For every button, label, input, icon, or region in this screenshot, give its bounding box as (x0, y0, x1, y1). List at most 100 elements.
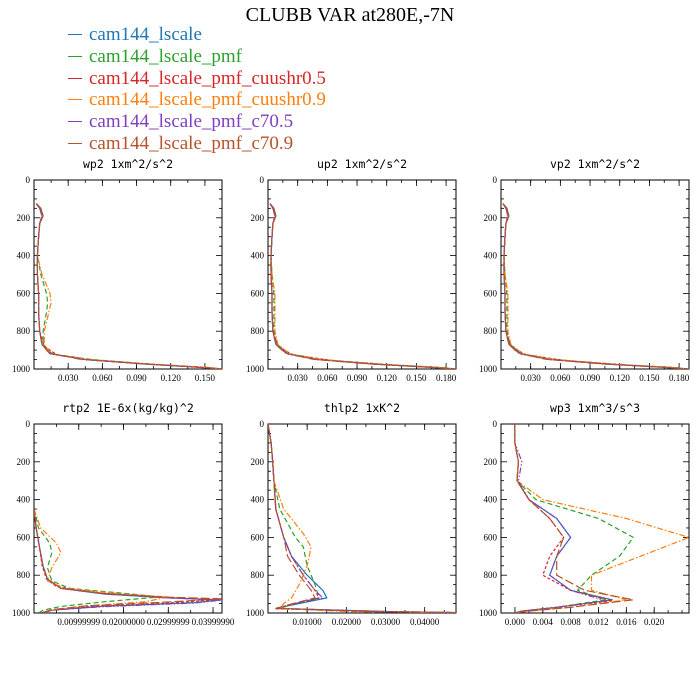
series-line (514, 424, 634, 613)
x-tick-label: 0.090 (126, 373, 147, 383)
y-tick-label: 800 (17, 570, 31, 580)
x-tick-label: 0.02000 (332, 617, 362, 627)
y-tick-label: 0 (260, 419, 265, 429)
y-tick-label: 600 (17, 532, 31, 542)
y-tick-label: 800 (484, 570, 498, 580)
series-line (34, 509, 214, 613)
y-tick-label: 200 (17, 457, 31, 467)
chart-panel: thlp2 1xK^2 0 200 400 600 800 1000 0.01000 0.020… (246, 401, 457, 627)
series-group (269, 203, 456, 369)
plot-frame (500, 423, 690, 614)
x-tick-label: 0.04000 (410, 617, 440, 627)
series-line (269, 203, 456, 369)
series-line (35, 203, 222, 369)
x-tick-label: 0.060 (92, 373, 113, 383)
series-line (502, 203, 689, 369)
series-line (34, 509, 222, 613)
y-tick-label: 600 (484, 288, 498, 298)
x-tick-label: 0.008 (561, 617, 582, 627)
x-tick-label: 0.180 (436, 373, 457, 383)
chart-panel: vp2 1xm^2/s^2 0 200 400 600 800 1000 0.030 0.060… (479, 157, 690, 383)
series-line (34, 508, 160, 613)
legend-label: cam144_lscale_pmf_cuushr0.9 (89, 89, 326, 111)
series-line (35, 203, 222, 369)
y-tick-label: 1000 (12, 608, 31, 618)
y-tick-label: 200 (251, 213, 265, 223)
series-group (268, 424, 456, 613)
y-tick-label: 400 (484, 495, 498, 505)
y-tick-label: 400 (251, 495, 265, 505)
legend-item: cam144_lscale_pmf_c70.9 (68, 132, 326, 154)
x-tick-label: 0.004 (533, 617, 554, 627)
series-line (35, 203, 222, 369)
panel-title: thlp2 1xK^2 (324, 401, 400, 415)
x-tick-label: 0.016 (616, 617, 637, 627)
y-tick-label: 800 (484, 326, 498, 336)
y-tick-label: 200 (251, 457, 265, 467)
y-tick-label: 0 (493, 175, 498, 185)
chart-panel: wp2 1xm^2/s^2 0 200 400 600 800 1000 0.030 0.060… (12, 157, 223, 383)
y-tick-label: 600 (251, 288, 265, 298)
y-tick-label: 800 (17, 326, 31, 336)
series-line (502, 203, 689, 369)
series-line (269, 203, 456, 369)
y-tick-label: 200 (484, 457, 498, 467)
legend-swatch (68, 56, 82, 58)
y-tick-label: 0 (260, 175, 265, 185)
x-tick-label: 0.060 (317, 373, 338, 383)
x-tick-label: 0.060 (550, 373, 571, 383)
x-tick-label: 0.120 (610, 373, 631, 383)
y-tick-label: 1000 (479, 608, 498, 618)
figure-title: CLUBB VAR at280E,-7N (245, 4, 455, 26)
series-line (502, 203, 689, 369)
legend-label: cam144_lscale_pmf (89, 46, 243, 68)
panel-title: up2 1xm^2/s^2 (317, 157, 407, 171)
y-tick-label: 1000 (479, 364, 498, 374)
legend-label: cam144_lscale_pmf_c70.5 (89, 111, 294, 133)
legend-swatch (68, 121, 82, 123)
panel-title: rtp2 1E-6x(kg/kg)^2 (62, 401, 194, 415)
y-tick-label: 400 (17, 495, 31, 505)
x-tick-label: 0.020 (644, 617, 665, 627)
series-group (514, 424, 689, 613)
series-line (514, 424, 634, 613)
y-tick-label: 800 (251, 326, 265, 336)
x-tick-label: 0.012 (588, 617, 608, 627)
x-tick-label: 0.120 (161, 373, 182, 383)
series-line (269, 203, 456, 369)
series-group (34, 508, 222, 613)
series-line (269, 203, 456, 369)
series-line (269, 203, 456, 369)
legend-swatch (68, 99, 82, 101)
series-group (35, 203, 222, 369)
x-tick-label: 0.030 (58, 373, 79, 383)
series-line (35, 203, 222, 369)
x-tick-label: 0.03999990 (192, 617, 235, 627)
x-tick-label: 0.00999999 (57, 617, 100, 627)
panel-title: wp2 1xm^2/s^2 (83, 157, 173, 171)
y-tick-label: 1000 (12, 364, 31, 374)
y-tick-label: 600 (484, 532, 498, 542)
chart-panel: rtp2 1E-6x(kg/kg)^2 0 200 400 600 800 1000 0.00… (12, 401, 235, 627)
x-tick-label: 0.01000 (293, 617, 323, 627)
x-tick-label: 0.02000000 (102, 617, 145, 627)
series-line (268, 424, 456, 613)
x-tick-label: 0.02999999 (147, 617, 190, 627)
series-line (268, 424, 456, 613)
series-line (269, 203, 456, 369)
panel-title: vp2 1xm^2/s^2 (550, 157, 640, 171)
y-tick-label: 400 (17, 251, 31, 261)
y-tick-label: 0 (26, 419, 31, 429)
legend-label: cam144_lscale (89, 24, 202, 46)
x-tick-label: 0.090 (580, 373, 601, 383)
x-tick-label: 0.030 (288, 373, 309, 383)
legend-item: cam144_lscale_pmf_c70.5 (68, 111, 326, 133)
y-tick-label: 1000 (246, 608, 265, 618)
legend-label: cam144_lscale_pmf_c70.9 (89, 132, 294, 154)
series-line (35, 203, 222, 369)
y-tick-label: 600 (17, 288, 31, 298)
series-line (268, 424, 456, 613)
plot-frame (500, 179, 690, 370)
legend-item: cam144_lscale_pmf_cuushr0.5 (68, 67, 326, 89)
